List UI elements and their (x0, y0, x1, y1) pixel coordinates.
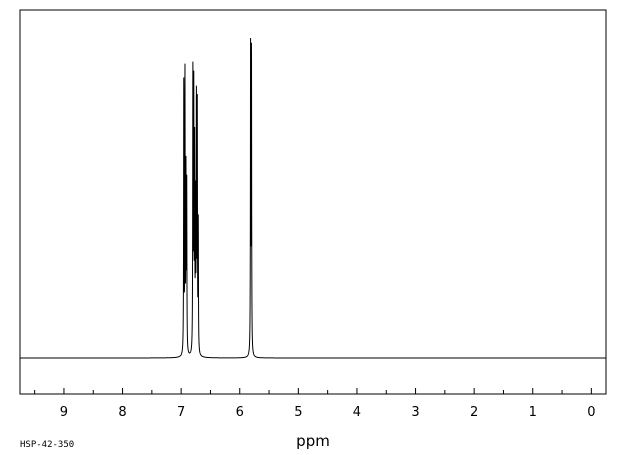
x-tick-label: 5 (294, 405, 302, 420)
spectrum-code: HSP-42-350 (20, 440, 74, 450)
x-tick-label: 0 (587, 405, 595, 420)
x-tick-label: 1 (529, 405, 537, 420)
x-axis-ticks (34, 388, 592, 394)
x-tick-label: 8 (118, 405, 126, 420)
x-tick-label: 3 (411, 405, 419, 420)
x-tick-label: 7 (177, 405, 185, 420)
x-axis-tick-labels: 9 8 7 6 5 4 3 2 1 0 (60, 405, 596, 420)
x-axis-label: ppm (296, 432, 330, 450)
x-tick-label: 6 (236, 405, 244, 420)
x-tick-label: 4 (353, 405, 361, 420)
x-tick-label: 2 (470, 405, 478, 420)
plot-frame (19, 9, 607, 395)
x-tick-label: 9 (60, 405, 68, 420)
spectrum-series-line (20, 37, 606, 359)
